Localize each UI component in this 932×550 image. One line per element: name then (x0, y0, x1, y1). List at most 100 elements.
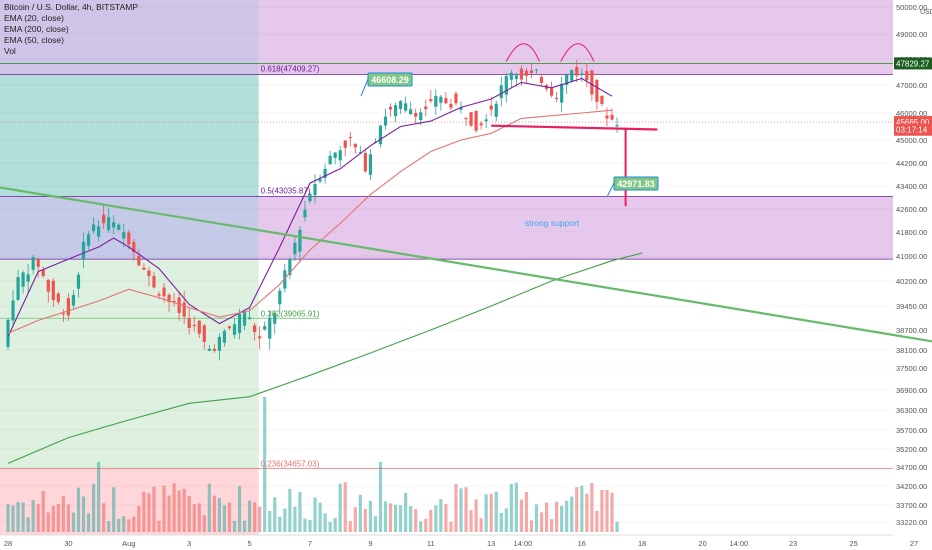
candle-body (539, 76, 544, 83)
volume-bar (474, 499, 478, 532)
candle-body (172, 301, 176, 303)
candle-body (343, 140, 347, 148)
candle-body (112, 222, 116, 228)
volume-bar (202, 515, 206, 532)
candle-body (590, 70, 594, 95)
candle-body (404, 103, 408, 111)
candle-body (36, 258, 40, 267)
candle-body (242, 312, 247, 326)
candle-body (293, 242, 297, 255)
volume-bar (439, 499, 443, 532)
volume-bar (157, 520, 161, 532)
legend-ema50: EMA (50, close) (4, 35, 64, 45)
volume-bar (107, 521, 111, 532)
volume-bar (343, 482, 347, 532)
volume-bar (258, 506, 262, 532)
candle-body (524, 70, 529, 76)
time-tick: 9 (368, 539, 372, 548)
candle-body (212, 348, 216, 351)
price-badge-text: 45665.00 (896, 118, 930, 127)
fib-label-0382: 0.382(39065.91) (261, 309, 320, 318)
candle-body (328, 155, 332, 165)
pattern-arc-2 (560, 43, 595, 62)
candle-body (509, 72, 513, 80)
candle-body (197, 320, 201, 334)
candle-body (278, 290, 282, 305)
volume-bar (419, 521, 423, 532)
candle-body (484, 119, 488, 122)
volume-bar (132, 516, 136, 532)
volume-bar (504, 508, 508, 532)
volume-bar (152, 486, 156, 532)
fib-label-0236: 0.236(34657.03) (261, 460, 320, 469)
candle-body (454, 93, 458, 104)
volume-bar (610, 492, 614, 532)
time-tick: 13 (487, 539, 495, 548)
candle-body (81, 241, 86, 260)
label-high-leader (360, 78, 369, 97)
volume-bar (424, 518, 428, 532)
candle-body (444, 98, 448, 104)
candle-body (368, 154, 372, 175)
candle-body (248, 317, 252, 320)
volume-bar (328, 521, 332, 532)
volume-bar (253, 502, 257, 532)
volume-bar (499, 512, 503, 532)
candle-body (147, 270, 151, 276)
volume-bar (273, 497, 277, 532)
volume-bar (283, 508, 287, 532)
volume-bar (26, 517, 30, 532)
candle-body (585, 71, 589, 81)
price-tick: 46000.00 (896, 109, 927, 118)
candle-body (353, 143, 357, 148)
volume-bar (242, 520, 247, 532)
volume-bar (147, 493, 151, 532)
candle-body (6, 319, 10, 347)
candle-body (363, 153, 367, 172)
candle-body (11, 300, 15, 321)
time-tick: 28 (4, 539, 12, 548)
candle-body (399, 101, 403, 110)
currency-label: USD (920, 9, 932, 16)
volume-bar (544, 502, 549, 532)
candle-body (550, 88, 554, 96)
volume-bar (212, 495, 216, 532)
time-tick: 20 (698, 539, 706, 548)
candle-body (162, 287, 166, 297)
time-tick: Aug (122, 539, 135, 548)
volume-bar (293, 506, 297, 532)
time-tick: 14:00 (729, 539, 748, 548)
volume-bar (459, 488, 463, 532)
candle-body (97, 226, 101, 237)
volume-bar (539, 512, 544, 532)
volume-bar (318, 502, 322, 532)
candle-body (424, 106, 428, 110)
volume-bar (368, 500, 372, 532)
volume-bar (409, 506, 413, 532)
volume-bar (595, 510, 599, 532)
price-tick: 35200.00 (896, 445, 927, 454)
support-text: strong support (525, 218, 580, 228)
price-tick: 41000.00 (896, 252, 927, 261)
price-tick: 36300.00 (896, 406, 927, 415)
volume-bar (112, 487, 116, 532)
price-badge (894, 123, 932, 136)
candle-body (565, 74, 569, 85)
volume-bar (91, 483, 96, 532)
candle-body (494, 103, 498, 117)
volume-bar (167, 495, 171, 532)
volume-bar (514, 482, 518, 532)
volume-bar (237, 485, 242, 532)
volume-bar (177, 490, 181, 532)
volume-bar (363, 508, 367, 532)
volume-bar (469, 510, 473, 532)
volume-bar (31, 499, 35, 532)
candle-body (469, 112, 473, 126)
pattern-arc-1 (505, 43, 540, 62)
candle-body (378, 125, 383, 145)
candle-body (570, 70, 574, 81)
volume-bar (81, 496, 86, 532)
time-tick: 7 (308, 539, 312, 548)
